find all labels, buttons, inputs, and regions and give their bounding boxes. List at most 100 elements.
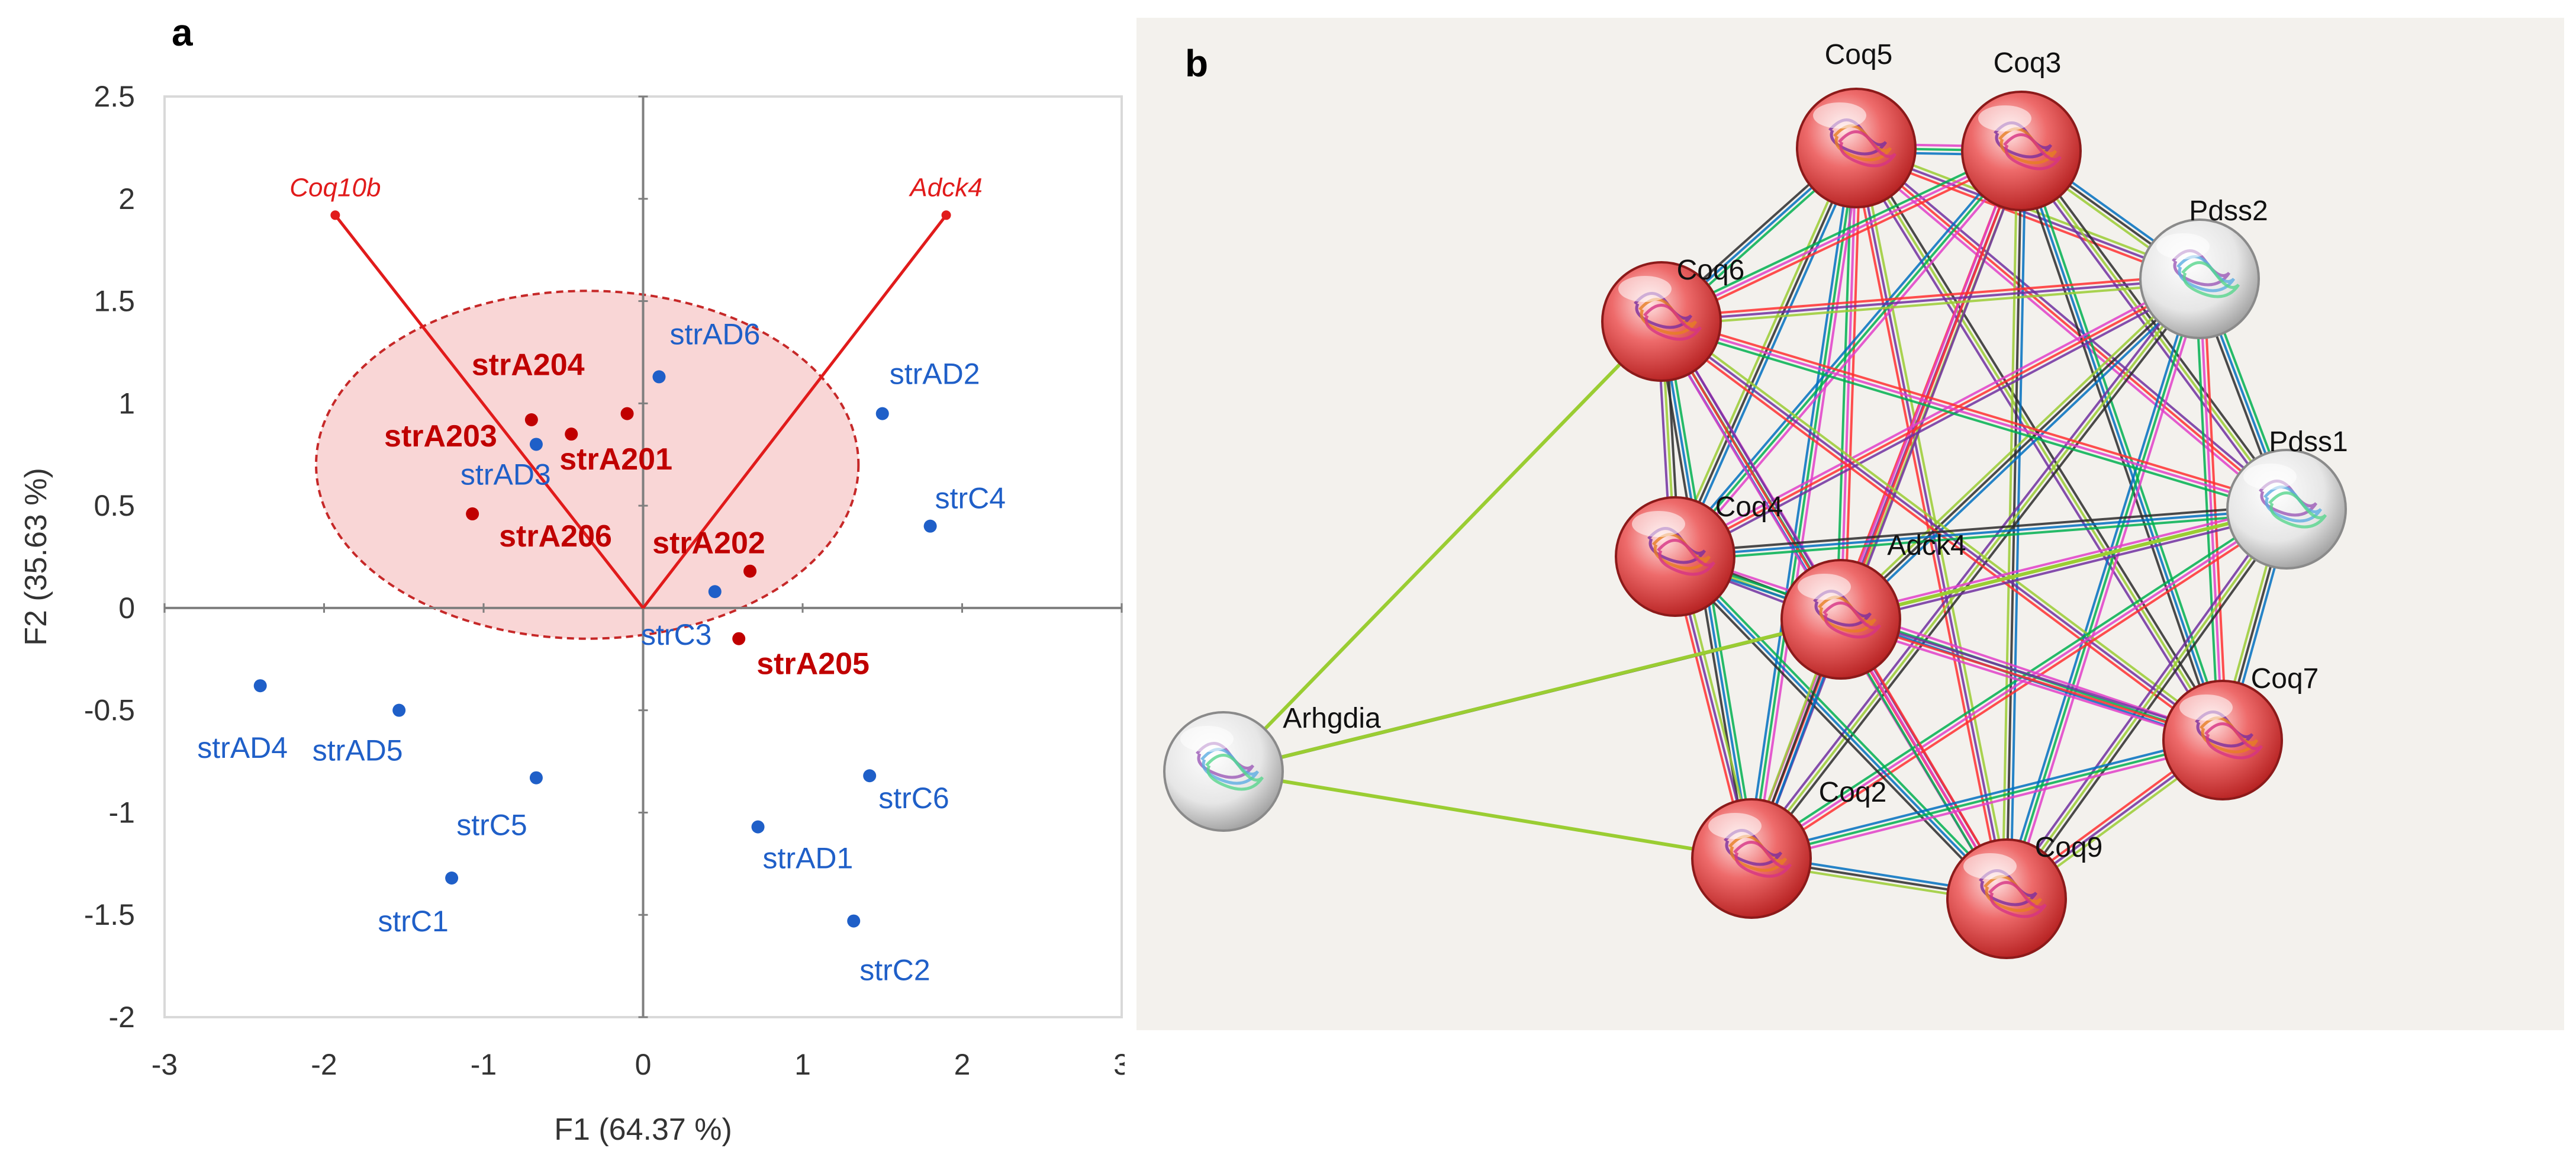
protein-node-label: Pdss1 [2269,426,2348,458]
protein-node-label: Coq6 [1677,255,1745,286]
y-tick-label: 2 [118,182,135,216]
loading-vector [334,214,645,609]
data-point [466,507,479,520]
interaction-edge [1752,742,2224,864]
protein-node-label: Adck4 [1887,530,1966,561]
protein-structure-icon [1818,596,1877,633]
interaction-edge [2202,278,2228,740]
data-point [751,820,765,834]
protein-structure-icon [1652,533,1711,570]
interaction-edge [1223,507,2287,773]
node-highlight [1813,102,1866,128]
loading-vector-tip [941,210,951,220]
y-tick-label: 2.5 [94,80,135,113]
node-highlight [2179,694,2233,721]
y-tick-label: 1.5 [94,285,135,318]
y-tick-label: 1 [118,387,135,420]
interaction-edge [1661,274,2200,319]
protein-structure-icon [1205,754,1264,791]
interaction-edge [1661,320,2287,510]
panel-b-letter: b [1185,42,1209,85]
x-tick-label: 3 [1113,1048,1125,1081]
protein-structure-icon [1200,748,1260,785]
data-point [923,519,937,533]
protein-node-pdss2 [2139,218,2260,339]
interaction-edge [1674,555,2008,900]
y-tick-label: -1 [109,796,135,829]
interaction-edge [1750,278,2201,860]
node-highlight [1798,574,1851,600]
data-point-label: strC4 [935,482,1006,515]
protein-structure-icon [1833,124,1892,162]
interaction-edge [1659,146,2020,319]
protein-node-coq7 [2162,680,2283,800]
interaction-edge [1675,512,2287,562]
y-tick-label: 0.5 [94,489,135,522]
data-point-label: strAD3 [461,458,551,491]
protein-structure-icon [2263,485,2323,523]
y-tick-label: 0 [118,591,135,625]
protein-node-coq6 [1601,261,1722,382]
interaction-edge [1662,316,2288,507]
protein-structure-icon [2204,722,2263,760]
node-highlight [2243,464,2297,490]
x-tick-label: -2 [311,1048,337,1081]
interaction-edge [1747,275,2198,857]
interaction-edge [1671,147,2020,555]
data-point-label: strAD2 [890,358,980,391]
x-tick-label: -1 [471,1048,497,1081]
interaction-edge [1660,324,2286,515]
interaction-edge [1839,622,2222,745]
interaction-edge [1222,320,1663,773]
interaction-edge [2005,508,2288,900]
interaction-edge [1856,147,2200,280]
interaction-edge [1859,145,2227,739]
interaction-edge [1854,150,2199,284]
protein-structure-icon [1998,127,2057,165]
data-point [652,370,666,384]
protein-node-arhgdia [1163,711,1284,832]
protein-structure-icon [1988,881,2047,918]
interaction-edge [1677,153,2026,560]
data-point [445,872,459,885]
protein-node-label: Coq4 [1715,491,1783,523]
node-highlight [1978,105,2031,131]
protein-node-coq4 [1615,496,1735,617]
interaction-edge [2002,506,2284,898]
interaction-edge [1675,504,2287,554]
protein-structure-icon [1638,298,1698,335]
data-point-label: strA202 [652,526,765,561]
data-point [875,407,889,420]
data-point-label: strA206 [499,519,612,554]
protein-node-label: Coq3 [1994,47,2062,79]
protein-network-panel: Coq5 Coq3 Pdss2 Coq6 Pdss1 Coq4 Adck4 Coq7 Arhgd… [1136,18,2564,1030]
loading-label: Adck4 [908,173,982,202]
interaction-edge [1663,317,2226,738]
interaction-edge [2194,279,2220,741]
interaction-edge [1661,278,2200,323]
protein-node-coq9 [1946,838,2067,959]
interaction-edge [1675,278,2200,558]
interaction-edge [1843,281,2204,623]
interaction-edge [1753,512,2290,863]
data-point-label: strAD1 [763,842,854,875]
interaction-edge [1663,153,2024,327]
data-point-label: strC6 [878,782,949,815]
data-point [743,564,757,578]
node-highlight [1963,853,2017,879]
y-axis-title: F2 (35.63 %) [19,468,53,646]
x-tick-label: -3 [152,1048,178,1081]
protein-node-coq3 [1961,91,2082,211]
interaction-edge [2001,277,2197,898]
data-point [847,914,861,928]
interaction-edge [1677,552,2011,897]
interaction-edge [1852,149,2220,743]
data-point-label: strC2 [859,954,930,987]
interaction-edge [1855,147,2224,741]
interaction-edge [1671,558,2005,903]
x-tick-label: 0 [635,1048,652,1081]
interaction-edge [1223,770,1752,860]
data-point [863,769,877,783]
interaction-edge [1855,147,2288,510]
data-point-label: strA203 [384,419,497,454]
